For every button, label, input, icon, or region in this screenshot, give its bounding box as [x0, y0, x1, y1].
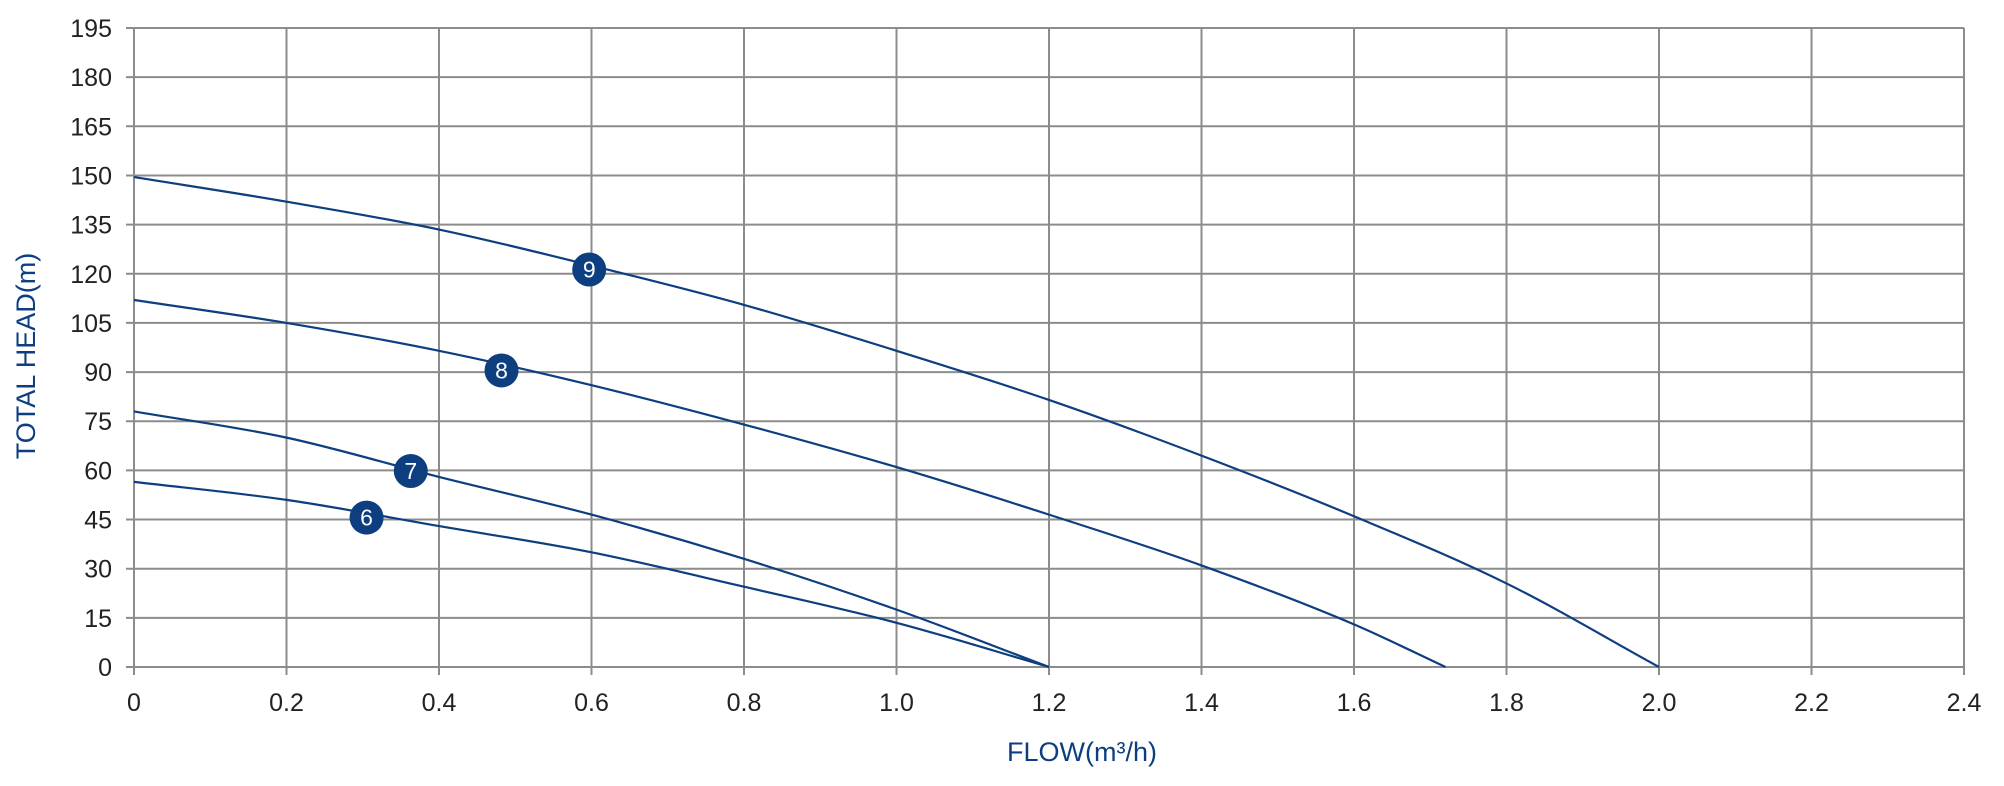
y-axis-ticks: 0 15 30 45 60 75 90 105 120 135 150 165 180 195: [70, 15, 112, 682]
y-tick-label: 135: [70, 212, 112, 240]
x-tick-label: 2.4: [1947, 689, 1982, 717]
x-tick-label: 1.0: [879, 689, 914, 717]
marker-label: 8: [495, 357, 508, 383]
curve-markers: 6 7 8 9: [349, 252, 607, 535]
y-tick-label: 0: [98, 654, 112, 682]
marker-label: 7: [404, 458, 417, 484]
x-tick-label: 1.6: [1337, 689, 1372, 717]
curve-7: [133, 410, 1050, 669]
y-tick-label: 45: [84, 507, 112, 535]
y-tick-label: 195: [70, 15, 112, 43]
curve-marker-9: 9: [572, 252, 607, 287]
y-tick-label: 60: [84, 457, 112, 485]
grid: [126, 27, 1965, 675]
y-tick-label: 120: [70, 261, 112, 289]
marker-circle: [349, 500, 384, 535]
x-tick-label: 0.4: [422, 689, 457, 717]
y-tick-label: 90: [84, 359, 112, 387]
performance-curves: [133, 176, 1660, 669]
x-tick-label: 1.2: [1032, 689, 1067, 717]
y-tick-label: 105: [70, 310, 112, 338]
x-tick-label: 0.8: [727, 689, 762, 717]
x-axis-title: FLOW(m³/h): [1007, 737, 1157, 767]
x-tick-label: 0.2: [269, 689, 304, 717]
x-tick-label: 2.2: [1794, 689, 1829, 717]
y-axis-title: TOTAL HEAD(m): [11, 253, 41, 460]
y-tick-label: 150: [70, 162, 112, 190]
marker-circle: [484, 353, 519, 388]
y-tick-label: 180: [70, 64, 112, 92]
x-axis-ticks: 0 0.2 0.4 0.6 0.8 1.0 1.2 1.4 1.6 1.8 2.0 2.2 2.4: [127, 689, 1981, 717]
curve-8: [133, 298, 1446, 668]
curve-6: [133, 480, 1050, 669]
y-tick-label: 75: [84, 408, 112, 436]
x-tick-label: 1.8: [1489, 689, 1524, 717]
x-tick-label: 1.4: [1184, 689, 1219, 717]
curve-9: [133, 176, 1660, 668]
marker-circle: [393, 454, 428, 489]
y-tick-label: 165: [70, 113, 112, 141]
x-tick-label: 0.6: [574, 689, 609, 717]
y-tick-label: 15: [84, 605, 112, 633]
curve-marker-8: 8: [484, 353, 519, 388]
x-tick-label: 2.0: [1642, 689, 1677, 717]
marker-label: 6: [360, 505, 373, 531]
x-tick-label: 0: [127, 689, 141, 717]
marker-label: 9: [583, 257, 596, 283]
y-tick-label: 30: [84, 556, 112, 584]
curve-marker-7: 7: [393, 454, 428, 489]
marker-circle: [572, 252, 607, 287]
curve-marker-6: 6: [349, 500, 384, 535]
